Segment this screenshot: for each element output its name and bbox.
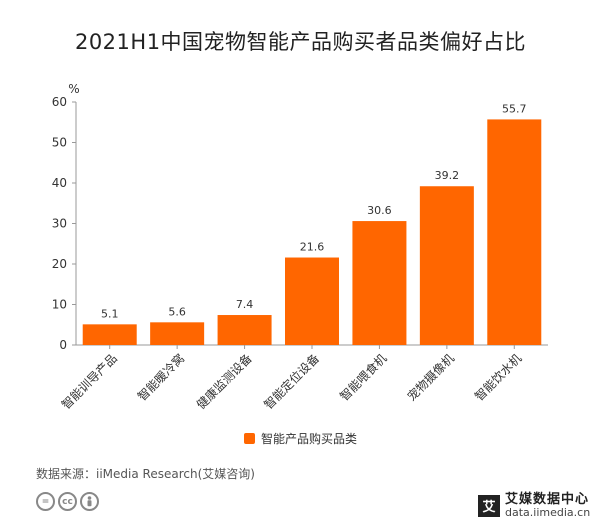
- iimedia-logo: 艾 艾媒数据中心 data.iimedia.cn: [478, 493, 590, 518]
- y-tick-label: 50: [52, 136, 67, 150]
- bar-value-label: 21.6: [300, 241, 325, 254]
- y-tick-label: 20: [52, 257, 67, 271]
- x-tick-label: 健康监测设备: [193, 351, 255, 413]
- y-tick-label: 60: [52, 95, 67, 109]
- bar-value-label: 5.6: [168, 305, 186, 318]
- person-glyph: [87, 496, 92, 507]
- logo-name: 艾媒数据中心: [505, 492, 590, 507]
- legend-label: 智能产品购买品类: [260, 432, 357, 446]
- y-axis-unit-label: %: [68, 82, 79, 96]
- equals-icon: =: [36, 492, 55, 511]
- bar: [352, 221, 407, 345]
- x-tick-label: 智能暖冷窝: [134, 351, 187, 404]
- bar: [82, 324, 137, 345]
- bar: [150, 322, 205, 345]
- x-tick-label: 智能喂食机: [337, 351, 390, 404]
- legend-swatch: [243, 433, 255, 444]
- person-icon: [80, 492, 99, 511]
- logo-mark: 艾: [478, 494, 500, 517]
- logo-url: data.iimedia.cn: [505, 505, 591, 519]
- bar: [487, 119, 542, 345]
- chart-title: 2021H1中国宠物智能产品购买者品类偏好占比: [74, 30, 527, 54]
- license-icons: = cc: [36, 492, 99, 511]
- x-tick-label: 智能训导产品: [58, 351, 120, 413]
- bar-value-label: 55.7: [502, 102, 527, 115]
- y-tick-label: 10: [52, 298, 67, 312]
- x-tick-label: 智能饮水机: [471, 351, 524, 404]
- bar-chart: 0 10 20 30 40 50 60% 5.1 智能训导产品 5.6 智能暖冷窝 7.4 健康监测设备…: [52, 82, 548, 413]
- data-source: 数据来源：iiMedia Research(艾媒咨询): [36, 467, 255, 481]
- bar-value-label: 7.4: [236, 298, 254, 311]
- y-tick-label: 30: [52, 217, 67, 231]
- y-tick-label: 0: [59, 338, 67, 352]
- y-tick-label: 40: [52, 176, 67, 190]
- bar-value-label: 5.1: [101, 307, 119, 320]
- bar: [217, 315, 272, 345]
- x-tick-label: 宠物摄像机: [404, 351, 457, 404]
- cc-icon: cc: [58, 492, 77, 511]
- bar: [285, 257, 339, 345]
- bar: [419, 186, 474, 345]
- x-tick-label: 智能定位设备: [261, 351, 323, 413]
- legend: 智能产品购买品类: [0, 430, 601, 447]
- bar-value-label: 39.2: [435, 169, 460, 182]
- bar-value-label: 30.6: [367, 204, 392, 217]
